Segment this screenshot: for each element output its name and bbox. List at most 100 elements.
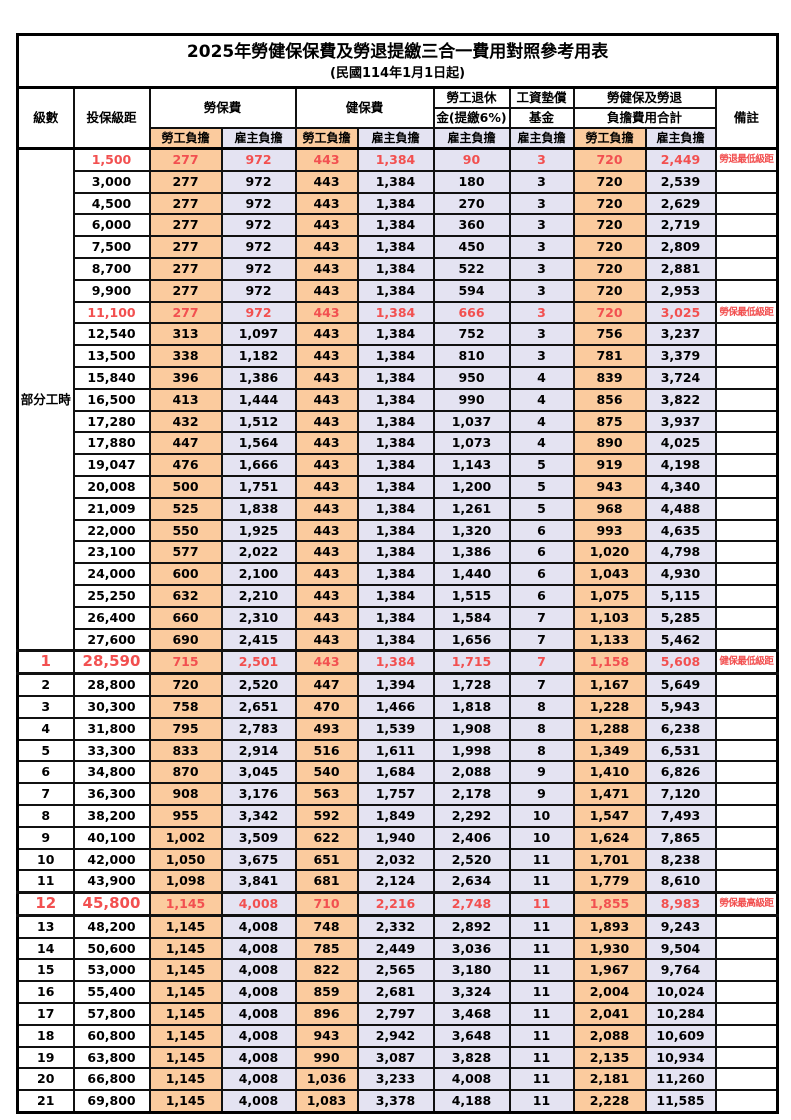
fee-cell: 4 — [508, 387, 575, 412]
fee-cell: 540 — [294, 760, 359, 785]
fee-cell: 1,384 — [356, 344, 435, 368]
fee-cell: 972 — [220, 147, 297, 172]
fee-cell: 5,285 — [644, 605, 717, 630]
fee-cell: 1,384 — [356, 278, 435, 303]
fee-cell: 1,020 — [572, 540, 647, 565]
fee-cell: 1,384 — [356, 627, 435, 652]
fee-cell: 5,649 — [644, 672, 717, 697]
fee-cell: 11,260 — [644, 1067, 717, 1092]
fee-cell: 3,324 — [432, 980, 511, 1005]
fee-cell: 450 — [432, 235, 511, 259]
fee-cell: 720 — [572, 235, 647, 259]
fee-cell: 443 — [294, 278, 359, 303]
fee-cell: 594 — [432, 278, 511, 303]
fee-cell: 4 — [508, 365, 575, 390]
fee-cell: 3,675 — [220, 847, 297, 872]
fee-cell: 756 — [572, 322, 647, 347]
fee-cell: 4,798 — [644, 540, 717, 565]
level-cell: 21 — [16, 1089, 75, 1114]
fee-cell: 10,609 — [644, 1023, 717, 1048]
level-cell: 13 — [16, 914, 75, 939]
fee-cell: 752 — [432, 322, 511, 347]
table-row: 15 53,000 1,145 4,008 822 2,565 3,180 11 1,967 9,… — [16, 958, 779, 983]
fee-cell: 1,930 — [572, 936, 647, 961]
table-row: 15,840 396 1,386 443 1,384 950 4 839 3,724 — [18, 365, 779, 390]
fee-cell: 1,384 — [356, 583, 435, 608]
fee-cell: 600 — [148, 562, 223, 586]
note-cell — [714, 562, 779, 586]
note-cell — [714, 344, 779, 368]
note-cell — [714, 365, 779, 390]
fee-cell: 443 — [294, 583, 359, 608]
fee-cell: 1,998 — [432, 738, 511, 763]
fee-cell: 443 — [294, 147, 359, 172]
fee-cell: 11 — [508, 1045, 575, 1070]
fee-cell: 972 — [220, 256, 297, 281]
fee-cell: 859 — [294, 980, 359, 1005]
fee-cell: 3 — [508, 344, 575, 368]
fee-cell: 943 — [572, 474, 647, 499]
bracket-cell: 20,008 — [72, 474, 151, 499]
fee-cell: 972 — [220, 278, 297, 303]
table-row: 20 66,800 1,145 4,008 1,036 3,233 4,008 11 2,181… — [16, 1067, 779, 1092]
bracket-cell: 34,800 — [72, 760, 151, 785]
fee-cell: 9,764 — [644, 958, 717, 983]
note-cell — [714, 1067, 779, 1092]
level-cell: 9 — [16, 825, 75, 850]
fee-cell: 8 — [508, 694, 575, 719]
fee-cell: 908 — [148, 782, 223, 806]
fee-cell: 3,378 — [356, 1089, 435, 1114]
fee-cell: 1,967 — [572, 958, 647, 983]
fee-cell: 1,384 — [356, 191, 435, 216]
fee-cell: 6 — [508, 583, 575, 608]
fee-cell: 1,145 — [148, 891, 223, 917]
bracket-cell: 57,800 — [72, 1002, 151, 1026]
level-cell: 1 — [16, 649, 75, 676]
fee-cell: 470 — [294, 694, 359, 719]
fee-cell: 3,036 — [432, 936, 511, 961]
note-cell — [714, 605, 779, 630]
fee-cell: 11 — [508, 958, 575, 983]
table-row: 24,000 600 2,100 443 1,384 1,440 6 1,043 4,930 — [18, 562, 779, 586]
table-row: 27,600 690 2,415 443 1,384 1,656 7 1,133 5,462 — [18, 627, 779, 652]
fee-cell: 10,024 — [644, 980, 717, 1005]
bracket-cell: 43,900 — [72, 869, 151, 894]
fee-cell: 1,849 — [356, 803, 435, 828]
fee-cell: 1,288 — [572, 716, 647, 741]
table-row: 16 55,400 1,145 4,008 859 2,681 3,324 11 2,004 10… — [16, 980, 779, 1005]
fee-cell: 1,547 — [572, 803, 647, 828]
fee-cell: 1,098 — [148, 869, 223, 894]
fee-cell: 1,384 — [356, 213, 435, 238]
fee-cell: 4,025 — [644, 431, 717, 456]
fee-cell: 720 — [572, 191, 647, 216]
bracket-cell: 4,500 — [72, 191, 151, 216]
fee-cell: 2,022 — [220, 540, 297, 565]
level-cell: 8 — [16, 803, 75, 828]
fee-cell: 1,384 — [356, 147, 435, 172]
fee-cell: 5 — [508, 453, 575, 477]
header-row-1: 級數 投保級距 勞保費 健保費 勞工退休 工資墊償 勞健保及勞退 備註 — [16, 86, 779, 150]
fee-cell: 6 — [508, 540, 575, 565]
fee-cell: 5,115 — [644, 583, 717, 608]
fee-cell: 2,501 — [220, 649, 297, 676]
fee-cell: 1,564 — [220, 431, 297, 456]
fee-cell: 2,565 — [356, 958, 435, 983]
fee-cell: 11 — [508, 1067, 575, 1092]
fee-cell: 577 — [148, 540, 223, 565]
fee-cell: 822 — [294, 958, 359, 983]
fee-cell: 875 — [572, 409, 647, 434]
fee-cell: 2,100 — [220, 562, 297, 586]
fee-cell: 6 — [508, 562, 575, 586]
fee-cell: 3,841 — [220, 869, 297, 894]
fee-cell: 795 — [148, 716, 223, 741]
level-cell: 15 — [16, 958, 75, 983]
bracket-cell: 63,800 — [72, 1045, 151, 1070]
fee-cell: 525 — [148, 496, 223, 521]
fee-cell: 1,145 — [148, 1045, 223, 1070]
table-row: 12 45,800 1,145 4,008 710 2,216 2,748 11 1,855 8,… — [16, 891, 779, 917]
fee-cell: 1,818 — [432, 694, 511, 719]
table-row: 25,250 632 2,210 443 1,384 1,515 6 1,075 5,115 — [18, 583, 779, 608]
fee-cell: 4,198 — [644, 453, 717, 477]
fee-cell: 2,310 — [220, 605, 297, 630]
level-cell: 4 — [16, 716, 75, 741]
